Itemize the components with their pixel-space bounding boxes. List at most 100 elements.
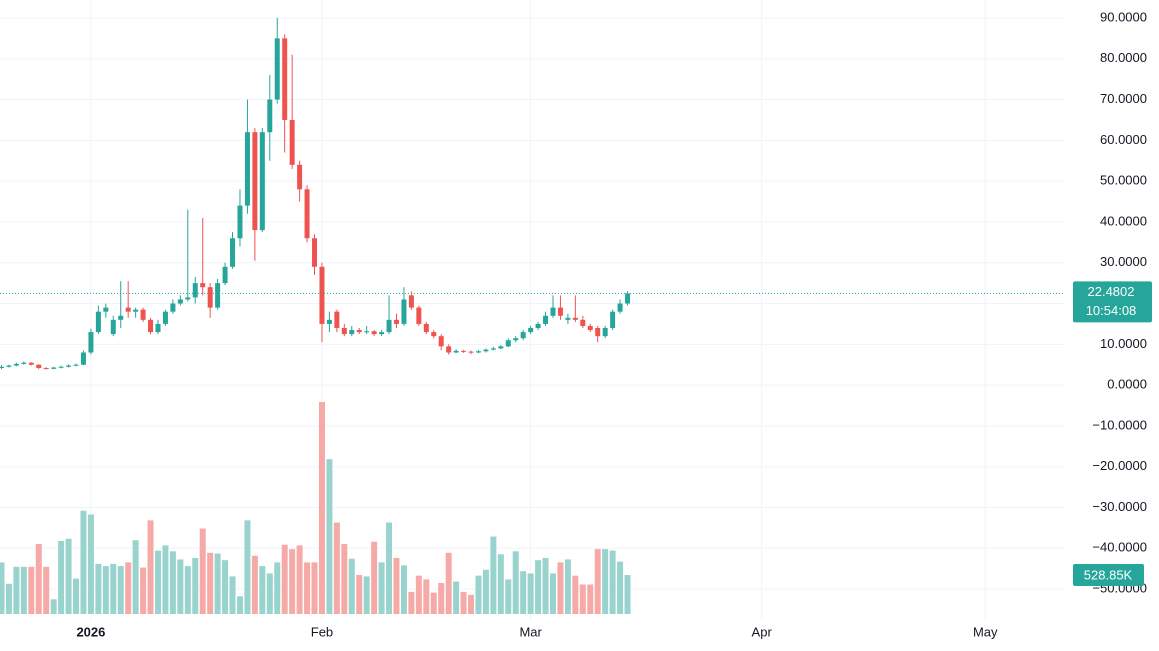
volume-bar [13, 566, 20, 614]
candle-body [505, 340, 511, 347]
y-tick-label: 30.0000 [1100, 254, 1147, 269]
volume-bar [333, 522, 340, 614]
volume-bar [35, 543, 42, 614]
candle-body [617, 303, 623, 312]
volume-bar [356, 574, 363, 614]
candle-body [200, 283, 206, 288]
candle-body [43, 367, 49, 369]
y-tick-label: 70.0000 [1100, 91, 1147, 106]
volume-bar [512, 551, 519, 614]
candle-body [401, 299, 407, 324]
volume-bar [125, 562, 132, 614]
volume-bar [438, 583, 445, 614]
candle-body [379, 332, 385, 335]
candle-body [73, 364, 79, 366]
volume-bar [609, 550, 616, 614]
volume-bar [617, 561, 624, 614]
candle-body [431, 332, 437, 337]
volume-bar [378, 562, 385, 614]
volume-bar [20, 566, 27, 614]
volume-bar [87, 514, 94, 614]
candle-body [602, 328, 608, 337]
volume-bar [549, 573, 556, 614]
candle-body [349, 330, 355, 335]
candle-body [572, 317, 578, 320]
candle-body [326, 319, 332, 324]
volume-bar [117, 566, 124, 614]
candle-body [535, 323, 541, 329]
price-tag [1073, 281, 1152, 323]
volume-bar [192, 557, 199, 614]
candle-body [21, 362, 27, 364]
candle-body [58, 366, 64, 368]
candle-body [513, 338, 519, 341]
volume-bar [453, 581, 460, 614]
x-tick-label: Mar [519, 624, 542, 639]
candle-body [550, 307, 556, 316]
y-tick-label: −40.0000 [1092, 540, 1147, 555]
candle-body [461, 350, 467, 352]
y-tick-label: 50.0000 [1100, 173, 1147, 188]
volume-bar [184, 566, 191, 614]
volume-bar [497, 554, 504, 614]
candle-body [155, 323, 161, 333]
volume-bar [110, 563, 117, 614]
candle-body [371, 331, 377, 335]
candle-body [133, 309, 139, 312]
volume-bar [5, 583, 12, 614]
candle-body [237, 205, 243, 239]
y-tick-label: −20.0000 [1092, 458, 1147, 473]
volume-bar [28, 566, 35, 614]
volume-bar [177, 559, 184, 614]
volume-bar [244, 520, 251, 614]
candle-body [274, 38, 280, 100]
volume-bar [199, 528, 206, 614]
volume-bar [169, 551, 176, 614]
volume-bar [296, 545, 303, 614]
candle-body [259, 132, 265, 231]
volume-bar [95, 563, 102, 614]
candle-body [177, 299, 183, 304]
candle-body [125, 307, 131, 312]
volume-bar [207, 552, 214, 614]
candle-body [312, 238, 318, 267]
candle-body [36, 364, 42, 368]
candle-body [88, 332, 94, 353]
volume-bar [73, 578, 80, 614]
x-tick-label: 2026 [76, 624, 105, 639]
candle-body [565, 317, 571, 320]
candle-body [207, 287, 213, 308]
volume-bar [460, 591, 467, 614]
candle-body [267, 99, 273, 133]
candle-body [6, 365, 12, 367]
candle-body [386, 319, 392, 333]
candle-body [192, 283, 198, 298]
volume-bar [386, 522, 393, 614]
volume-bar [572, 575, 579, 614]
y-tick-label: −10.0000 [1092, 417, 1147, 432]
volume-bar [281, 544, 288, 614]
volume-bar [408, 591, 415, 614]
candle-body [140, 309, 146, 320]
volume-bar [445, 552, 452, 614]
candle-body [289, 119, 295, 165]
candle-body [580, 319, 586, 326]
candle-body [468, 351, 474, 353]
x-tick-label: Feb [311, 624, 333, 639]
candle-body [148, 319, 154, 333]
volume-bar [393, 557, 400, 614]
candle-body [118, 315, 124, 320]
candle-body [483, 349, 489, 352]
volume-tag-value: 528.85K [1084, 567, 1133, 582]
price-tag-value: 22.4802 [1088, 284, 1135, 299]
volume-tag [1073, 564, 1144, 587]
candle-body [304, 189, 310, 239]
volume-bar [326, 459, 333, 614]
candle-body [528, 328, 534, 333]
candle-body [0, 366, 4, 368]
candle-body [625, 293, 631, 304]
candle-body [222, 266, 228, 284]
candle-body [282, 38, 288, 120]
volume-bar [132, 540, 139, 614]
